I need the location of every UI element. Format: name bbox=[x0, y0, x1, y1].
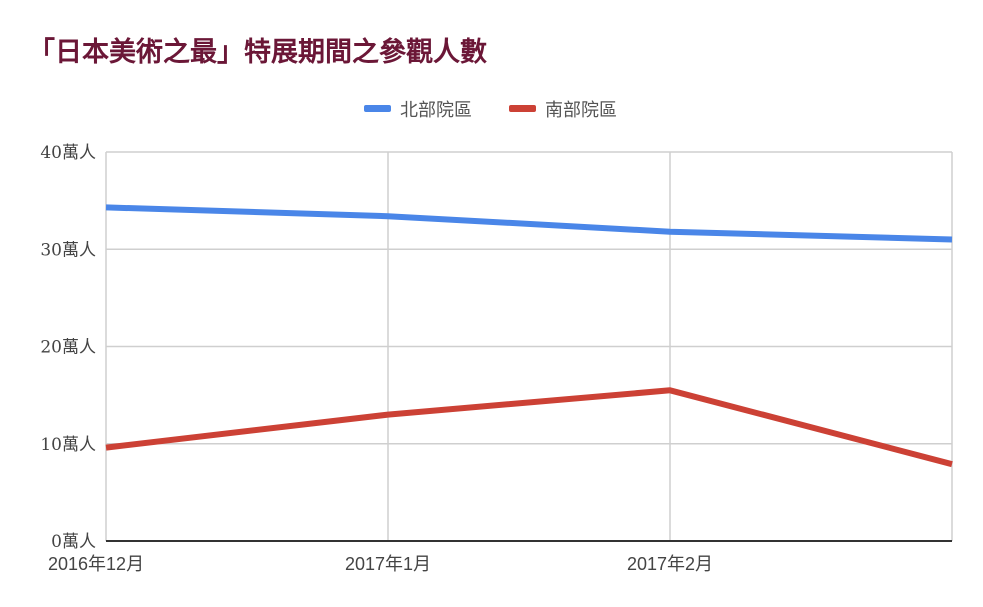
y-tick-label: 0萬人 bbox=[51, 532, 96, 552]
y-tick-label: 40萬人 bbox=[40, 143, 96, 163]
legend-label-1: 北部院區 bbox=[400, 100, 472, 121]
series-line-1 bbox=[105, 204, 953, 243]
x-tick-label: 2017年1月 bbox=[345, 554, 431, 574]
y-tick-label: 30萬人 bbox=[40, 240, 96, 260]
y-tick-label: 10萬人 bbox=[40, 435, 96, 455]
legend-swatch-1 bbox=[364, 105, 391, 112]
legend-label-2: 南部院區 bbox=[545, 100, 617, 121]
chart-title: 「日本美術之最」特展期間之參觀人數 bbox=[28, 37, 487, 68]
legend-swatch-2 bbox=[509, 105, 536, 112]
y-tick-label: 20萬人 bbox=[40, 338, 96, 358]
x-tick-label: 2016年12月 bbox=[48, 554, 144, 574]
series-line-2 bbox=[105, 387, 953, 468]
x-tick-label: 2017年2月 bbox=[627, 554, 713, 574]
